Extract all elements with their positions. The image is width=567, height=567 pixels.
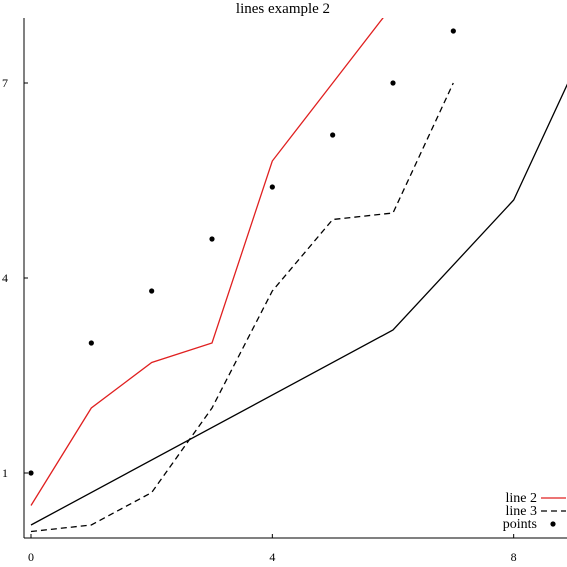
data-point [450, 28, 456, 34]
legend-swatch-points [550, 521, 556, 527]
data-point [28, 470, 34, 476]
data-point [149, 288, 155, 294]
x-tick-label: 8 [511, 550, 517, 564]
x-tick-label: 0 [28, 550, 34, 564]
y-tick-label: 7 [2, 76, 8, 90]
y-tick-label: 1 [2, 466, 8, 480]
series-layer [28, 18, 567, 533]
x-tick-label: 4 [269, 550, 275, 564]
chart-title: lines example 2 [236, 1, 330, 17]
line3-path [30, 82, 454, 533]
series-line3 [30, 82, 454, 533]
data-point [88, 340, 94, 346]
data-point [269, 184, 275, 190]
series-points [28, 28, 456, 476]
line2-path [30, 18, 384, 506]
series-line1 [30, 83, 567, 526]
line1-path [30, 83, 567, 526]
y-tick-label: 4 [2, 271, 8, 285]
data-point [390, 80, 396, 86]
legend-label-points: points [503, 517, 537, 532]
legend-label-line3: line 3 [506, 504, 538, 519]
series-line2 [30, 18, 384, 506]
data-point [330, 132, 336, 138]
legend-label-line2: line 2 [506, 491, 538, 506]
data-point [209, 236, 215, 242]
